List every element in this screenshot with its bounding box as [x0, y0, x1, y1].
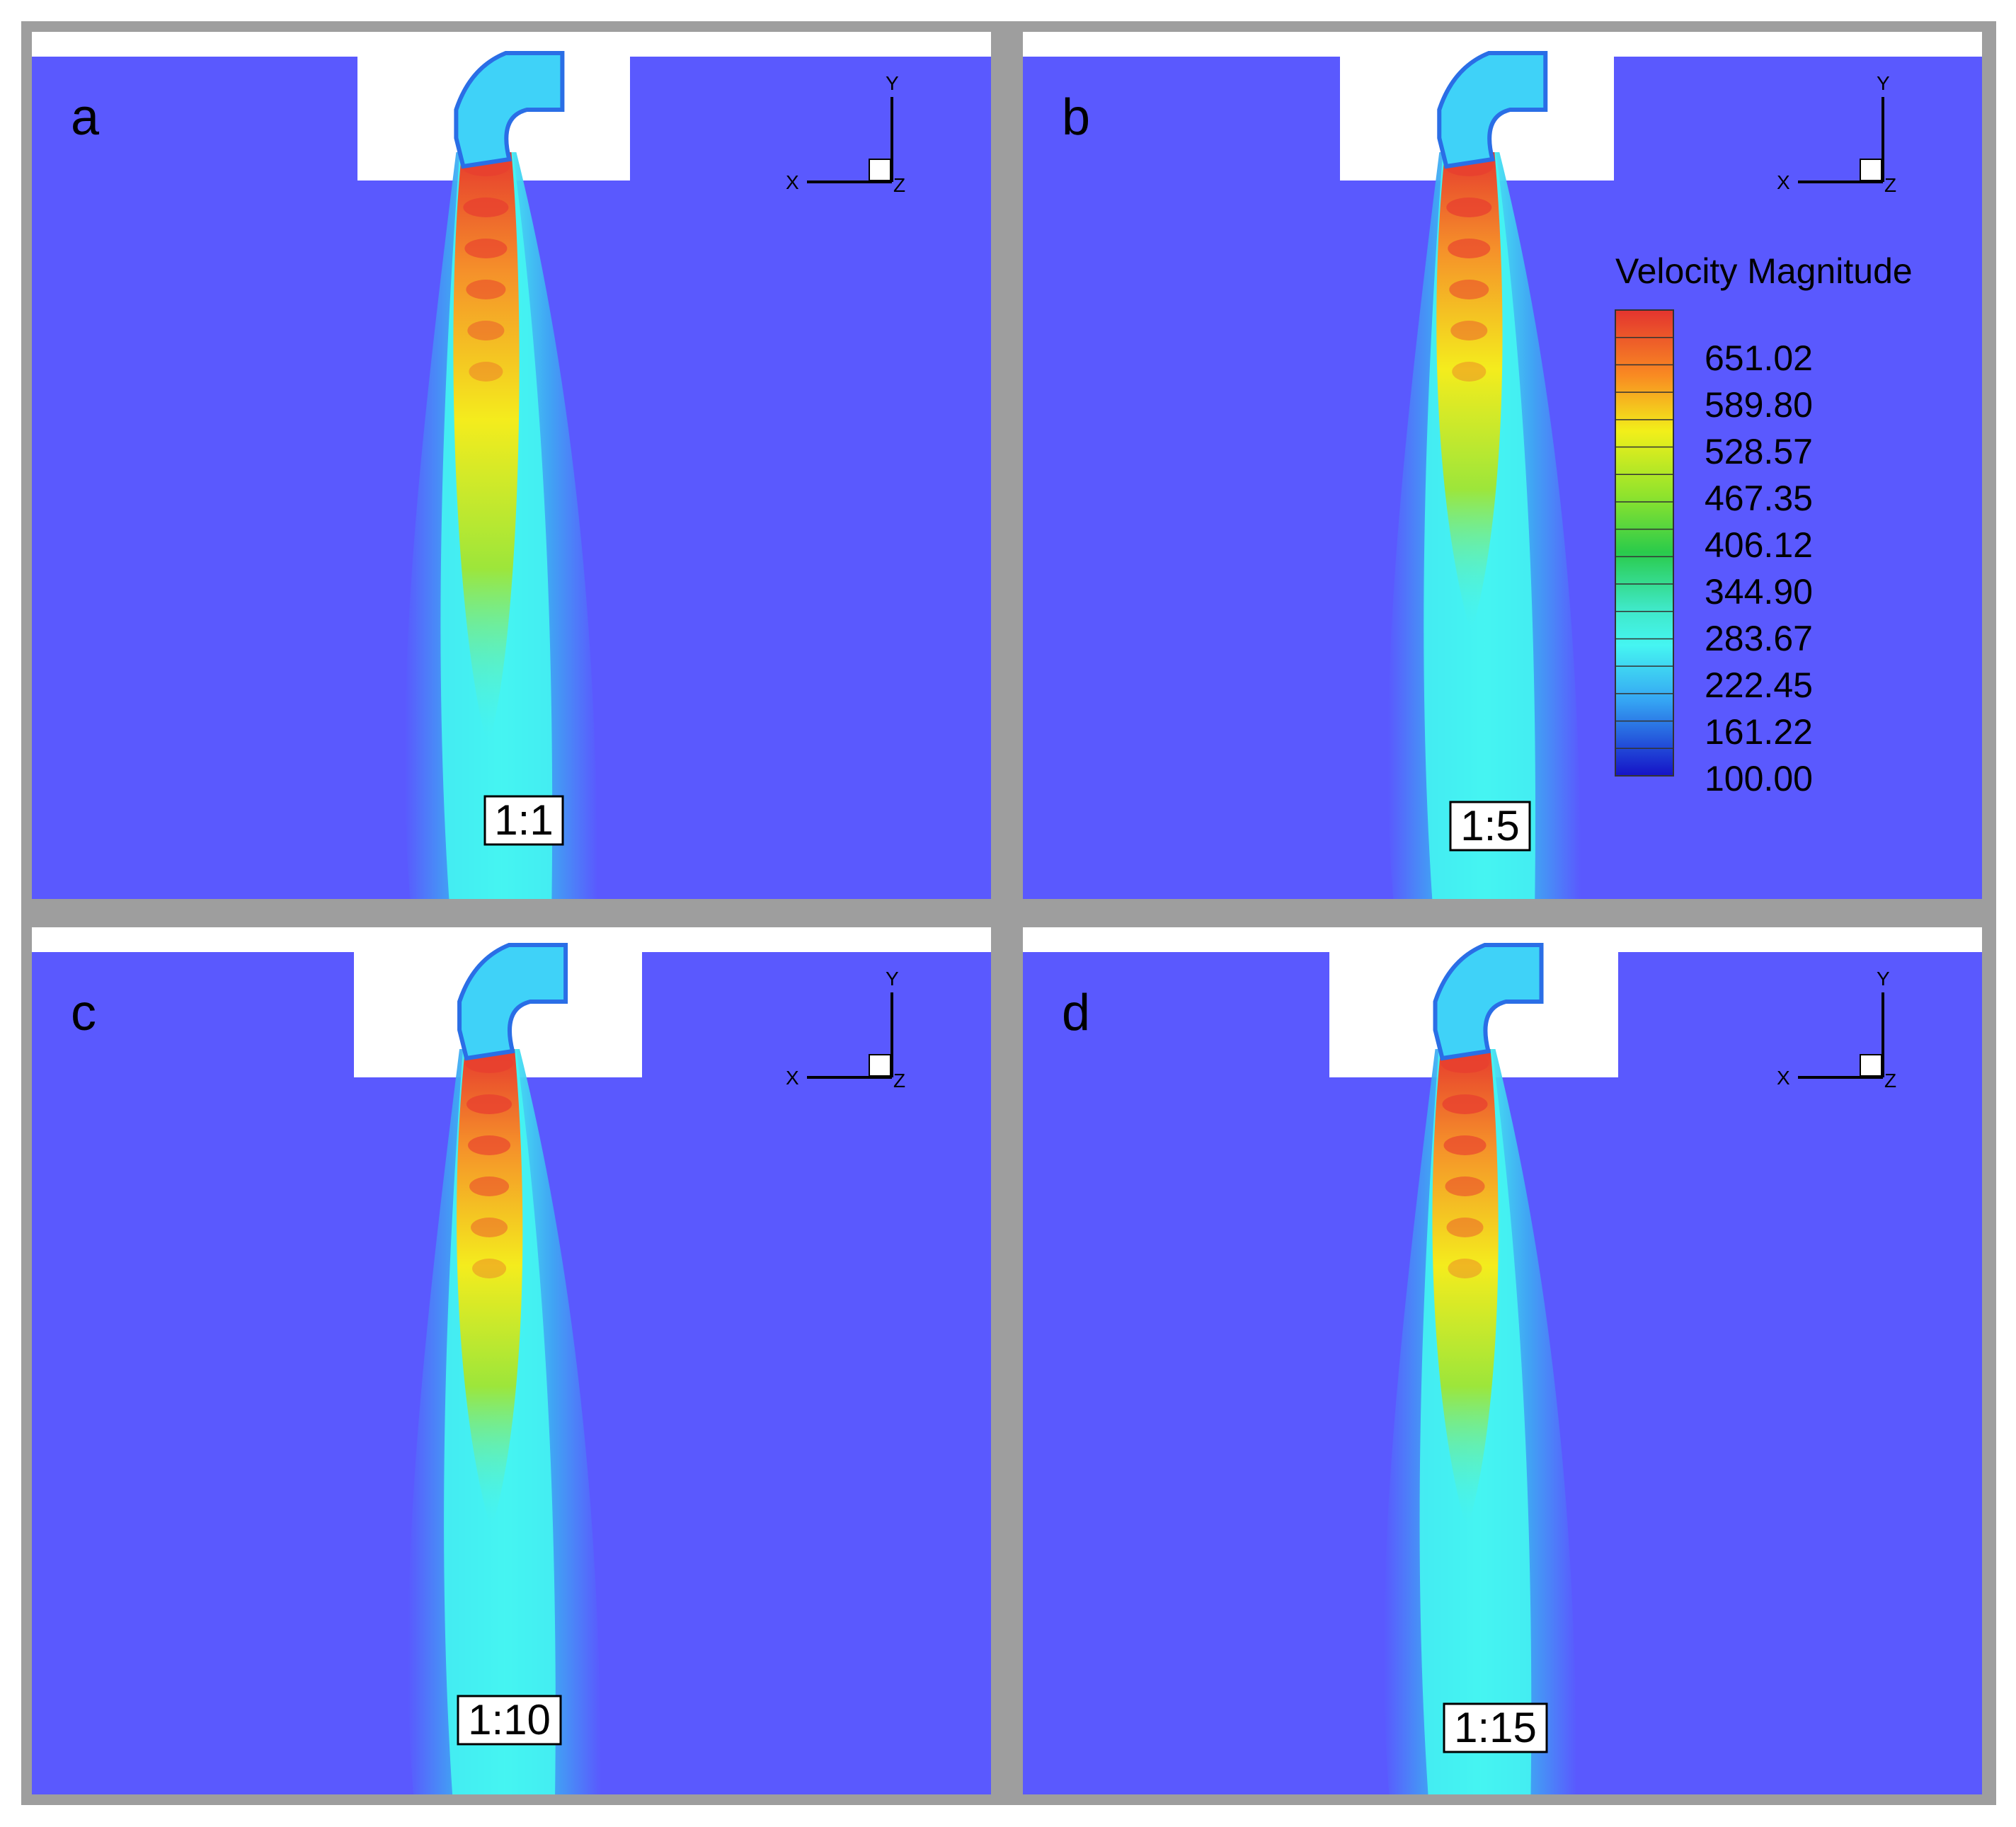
panel-b: b Y X Z 1:5	[1023, 32, 1982, 899]
shock-cell	[1446, 1218, 1484, 1237]
ratio-label: 1:15	[1454, 1704, 1537, 1751]
ratio-label: 1:1	[494, 796, 553, 844]
z-axis-letter: Z	[1884, 1070, 1896, 1092]
x-axis-letter: X	[786, 171, 799, 193]
shock-cell	[1442, 1094, 1488, 1114]
plume-core	[1432, 1049, 1499, 1530]
legend-tick-label: 100.00	[1705, 759, 1813, 798]
shock-cell	[1443, 1135, 1487, 1155]
plume-core	[1436, 152, 1503, 634]
shock-cell	[471, 1218, 508, 1237]
axis-triad: Y X Z	[786, 968, 905, 1092]
shock-cell	[463, 197, 509, 217]
z-axis-box	[869, 159, 891, 181]
ratio-box	[483, 795, 564, 846]
shock-cell	[469, 1176, 510, 1196]
z-axis-box	[869, 1054, 891, 1077]
shock-cell	[466, 1094, 512, 1114]
shock-cell	[468, 1135, 511, 1155]
panel-label: c	[71, 985, 96, 1041]
shock-cell	[1446, 197, 1492, 217]
z-axis-box	[1860, 1054, 1882, 1077]
axis-triad: Y X Z	[1777, 968, 1896, 1092]
legend-tick-label: 222.45	[1705, 665, 1813, 705]
ratio-label: 1:10	[468, 1696, 551, 1743]
panel-label: a	[71, 89, 100, 146]
y-axis-letter: Y	[886, 72, 899, 94]
legend-colorbar	[1615, 309, 1674, 777]
shock-cell	[469, 362, 503, 382]
legend-tick-label: 344.90	[1705, 572, 1813, 612]
y-axis-letter: Y	[1877, 968, 1890, 990]
nozzle-elbow	[457, 943, 568, 1061]
shock-cell	[464, 239, 508, 258]
axis-triad: Y X Z	[1777, 72, 1896, 196]
shock-cell	[467, 321, 505, 340]
shock-cell	[466, 280, 506, 299]
legend-tick-label: 467.35	[1705, 479, 1813, 518]
nozzle-elbow	[1433, 943, 1544, 1061]
panel-d: d Y X Z 1:15	[1023, 927, 1982, 1794]
shock-cell	[1449, 280, 1489, 299]
legend-tick-label: 406.12	[1705, 525, 1813, 565]
ratio-box	[1449, 801, 1531, 852]
panel-c: c Y X Z 1:10	[32, 927, 991, 1794]
shock-cell	[1448, 239, 1491, 258]
x-axis-letter: X	[1777, 171, 1790, 193]
x-axis-letter: X	[1777, 1067, 1790, 1089]
panel-a: a Y X Z 1:1	[32, 32, 991, 899]
shock-cell	[472, 1259, 507, 1278]
plume-core	[457, 1049, 523, 1530]
legend-tick-label: 528.57	[1705, 432, 1813, 471]
z-axis-letter: Z	[893, 1070, 905, 1092]
shock-cell	[1450, 321, 1488, 340]
nozzle-elbow	[454, 51, 565, 169]
ratio-box	[1443, 1702, 1548, 1753]
shock-cell	[1448, 1259, 1482, 1278]
legend-title: Velocity Magnitude	[1615, 251, 1913, 291]
plume-core	[453, 152, 520, 747]
z-axis-letter: Z	[893, 174, 905, 196]
legend-tick-label: 283.67	[1705, 619, 1813, 658]
axis-triad: Y X Z	[786, 72, 905, 196]
ratio-label: 1:5	[1460, 802, 1519, 849]
nozzle-elbow	[1437, 51, 1548, 169]
shock-cell	[1452, 362, 1487, 382]
panel-label: b	[1062, 89, 1090, 146]
z-axis-letter: Z	[1884, 174, 1896, 196]
y-axis-letter: Y	[886, 968, 899, 990]
panel-label: d	[1062, 985, 1090, 1041]
x-axis-letter: X	[786, 1067, 799, 1089]
legend-tick-label: 161.22	[1705, 712, 1813, 752]
legend-tick-label: 589.80	[1705, 385, 1813, 425]
shock-cell	[1445, 1176, 1485, 1196]
ratio-box	[457, 1695, 562, 1746]
color-legend: Velocity Magnitude 651.02 589.80 528.57 467…	[1615, 251, 1913, 798]
y-axis-letter: Y	[1877, 72, 1890, 94]
legend-tick-label: 651.02	[1705, 338, 1813, 378]
z-axis-box	[1860, 159, 1882, 181]
